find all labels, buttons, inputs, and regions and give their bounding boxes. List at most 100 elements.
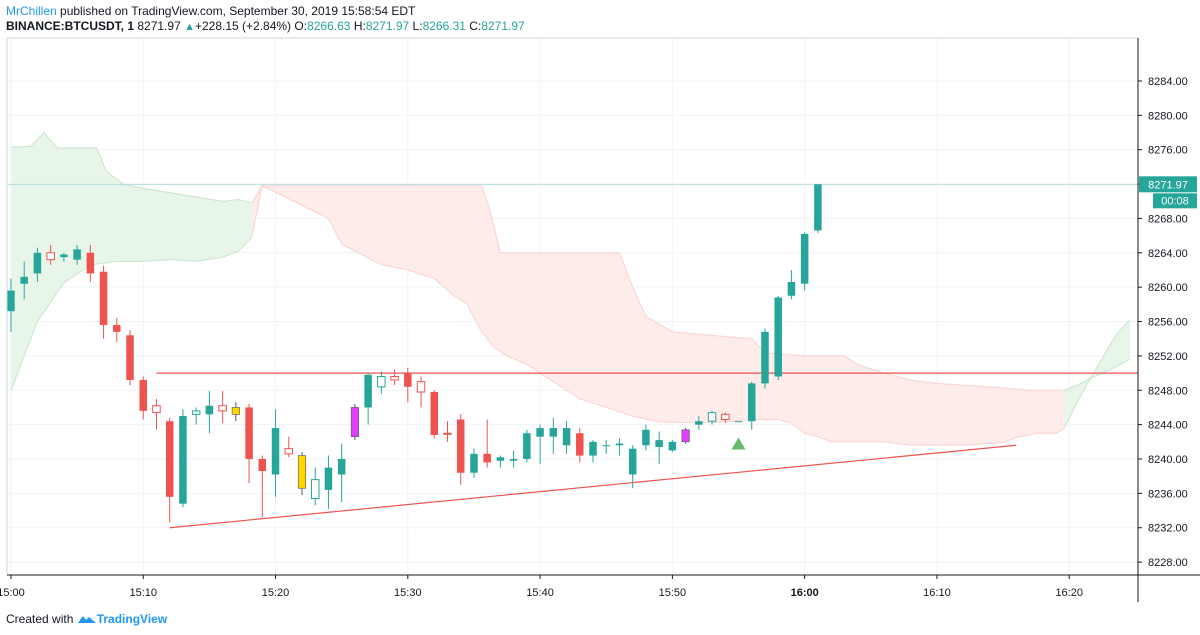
candle: [139, 376, 147, 420]
cloud-green-2-span-a: [1063, 319, 1131, 430]
candle-body: [443, 432, 452, 435]
cloud-red-span-b: [251, 185, 1064, 391]
candle-body: [284, 448, 294, 455]
candle: [60, 252, 68, 262]
candle-body: [536, 428, 544, 437]
candle-body: [774, 297, 782, 377]
candle-body: [496, 457, 505, 461]
up-arrow-icon: ▲: [184, 21, 195, 33]
candle-body: [205, 405, 214, 415]
candle: [350, 404, 359, 441]
candle: [456, 414, 465, 485]
candle-body: [46, 252, 55, 261]
candle: [20, 261, 28, 300]
support-trendline: [169, 444, 1017, 529]
time-axis-label: 15:40: [526, 587, 554, 599]
candle: [774, 295, 782, 380]
candle-body: [430, 391, 439, 435]
candle: [536, 424, 544, 465]
candle-body: [337, 459, 346, 475]
cloud-red: [251, 185, 1064, 446]
candle-body: [416, 381, 426, 393]
price-axis-label: 8284.00: [1148, 76, 1188, 88]
low-value: 8266.31: [422, 19, 466, 33]
candle-body: [73, 249, 81, 260]
candle-body: [271, 428, 280, 475]
candle: [496, 455, 505, 468]
time-axis-label: 16:00: [791, 587, 819, 599]
candle: [152, 398, 161, 430]
candle-body: [761, 331, 769, 384]
candle: [668, 440, 677, 453]
tradingview-brand[interactable]: TradingView: [96, 612, 168, 626]
candle: [179, 409, 187, 508]
candle-body: [483, 453, 491, 463]
candle-body: [258, 459, 267, 472]
high-label: H:: [353, 19, 366, 33]
price-axis-label: 8236.00: [1148, 488, 1188, 500]
candle-body: [509, 459, 518, 461]
candle-body: [139, 379, 147, 411]
price-axis-label: 8252.00: [1148, 351, 1188, 363]
candle-body: [576, 433, 584, 456]
candle-body: [126, 335, 134, 380]
candle: [576, 428, 584, 463]
candle: [443, 421, 452, 442]
time-axis-label: 16:20: [1055, 587, 1083, 599]
price-axis-label: 8228.00: [1148, 557, 1188, 569]
candle-body: [165, 421, 174, 497]
candle-body: [20, 276, 28, 284]
candle: [99, 265, 108, 339]
price-axis-label: 8232.00: [1148, 523, 1188, 535]
candle: [642, 424, 650, 451]
time-axis-label: 15:00: [0, 587, 25, 599]
price-tags-layer: 8271.97 00:08: [1139, 176, 1197, 209]
candle: [695, 416, 703, 430]
price-axis-label: 8256.00: [1148, 317, 1188, 329]
candle-body: [33, 252, 42, 274]
candle-body: [152, 405, 161, 414]
candle-body: [404, 373, 412, 387]
time-axis-label: 15:20: [262, 587, 290, 599]
author-link[interactable]: MrChillen: [6, 4, 57, 18]
candle-body: [668, 441, 677, 451]
candle-body: [787, 282, 796, 296]
candle: [707, 410, 717, 425]
current-price-tag-text: 8271.97: [1148, 179, 1188, 191]
current-price-tag: 8271.97: [1139, 176, 1197, 193]
candle: [231, 402, 240, 422]
candle-body: [350, 407, 359, 437]
tradingview-logo-icon: [77, 616, 96, 623]
candle: [761, 328, 769, 389]
cloud-red-span-a: [251, 185, 1065, 446]
candle-body: [707, 412, 717, 422]
candle: [218, 391, 227, 423]
candle-body: [747, 383, 756, 422]
candle: [310, 467, 320, 506]
symbol-name[interactable]: BINANCE:BTCUSDT, 1: [6, 19, 135, 33]
price-change: +228.15 (+2.84%): [194, 19, 292, 33]
open-label: O:: [294, 19, 308, 33]
ichimoku-cloud: [10, 131, 1131, 446]
candle: [205, 391, 214, 434]
candle-body: [655, 440, 663, 447]
candle: [46, 245, 55, 265]
candle: [470, 448, 478, 478]
current-price-tag-bg: [1139, 176, 1197, 193]
drawings-layer: [7, 183, 1138, 529]
candle: [337, 443, 346, 502]
candle-body: [377, 376, 386, 388]
price-axis-label: 8260.00: [1148, 282, 1188, 294]
price-axis-label: 8244.00: [1148, 420, 1188, 432]
candle: [165, 417, 174, 523]
candle-body: [602, 445, 610, 447]
candle-body: [800, 233, 809, 284]
candle: [523, 429, 531, 463]
candle-body: [231, 407, 240, 415]
price-axis-label: 8276.00: [1148, 145, 1188, 157]
low-label: L:: [412, 19, 423, 33]
candle: [258, 455, 267, 518]
price-axis-label: 8280.00: [1148, 110, 1188, 122]
bar-countdown-bg: [1153, 193, 1197, 209]
